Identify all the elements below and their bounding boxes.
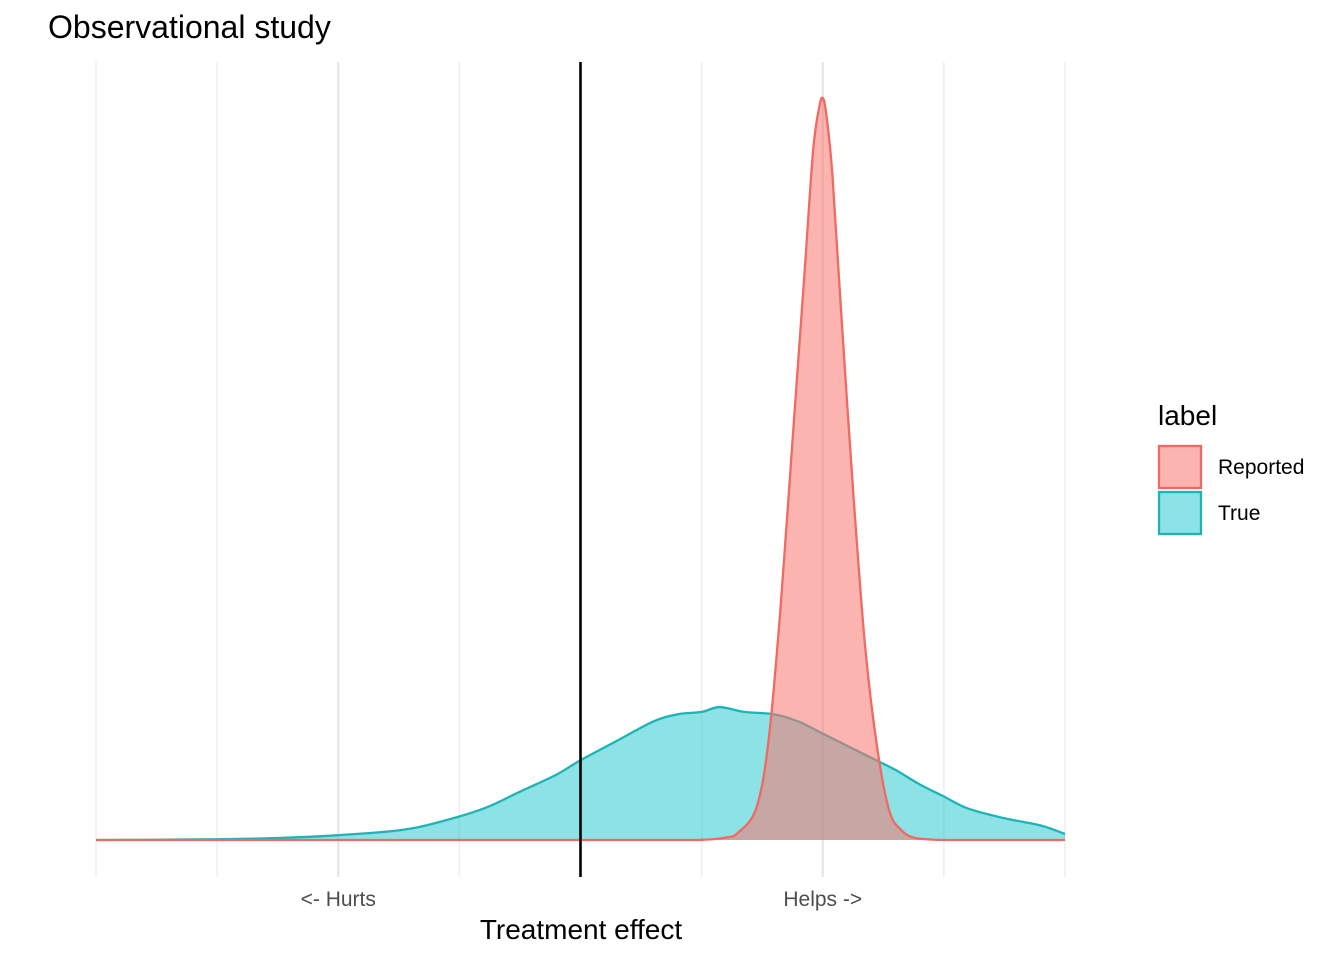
legend-title: label [1158, 400, 1217, 431]
chart-title: Observational study [48, 9, 331, 45]
legend-label-reported: Reported [1218, 456, 1304, 479]
legend: label Reported True [1157, 400, 1304, 536]
density-line-reported [95, 96, 1065, 842]
legend-key-reported [1157, 444, 1203, 490]
legend-items: Reported True [1157, 444, 1304, 536]
x-tick-labels: <- Hurts Helps -> [301, 888, 863, 911]
density-line-true [95, 705, 1066, 842]
x-tick-label: Helps -> [783, 888, 862, 911]
legend-label-true: True [1218, 502, 1260, 525]
density-area-reported [96, 97, 1065, 840]
legend-key-true [1157, 490, 1203, 536]
x-axis-title: Treatment effect [480, 914, 683, 945]
x-tick-label: <- Hurts [301, 888, 376, 911]
